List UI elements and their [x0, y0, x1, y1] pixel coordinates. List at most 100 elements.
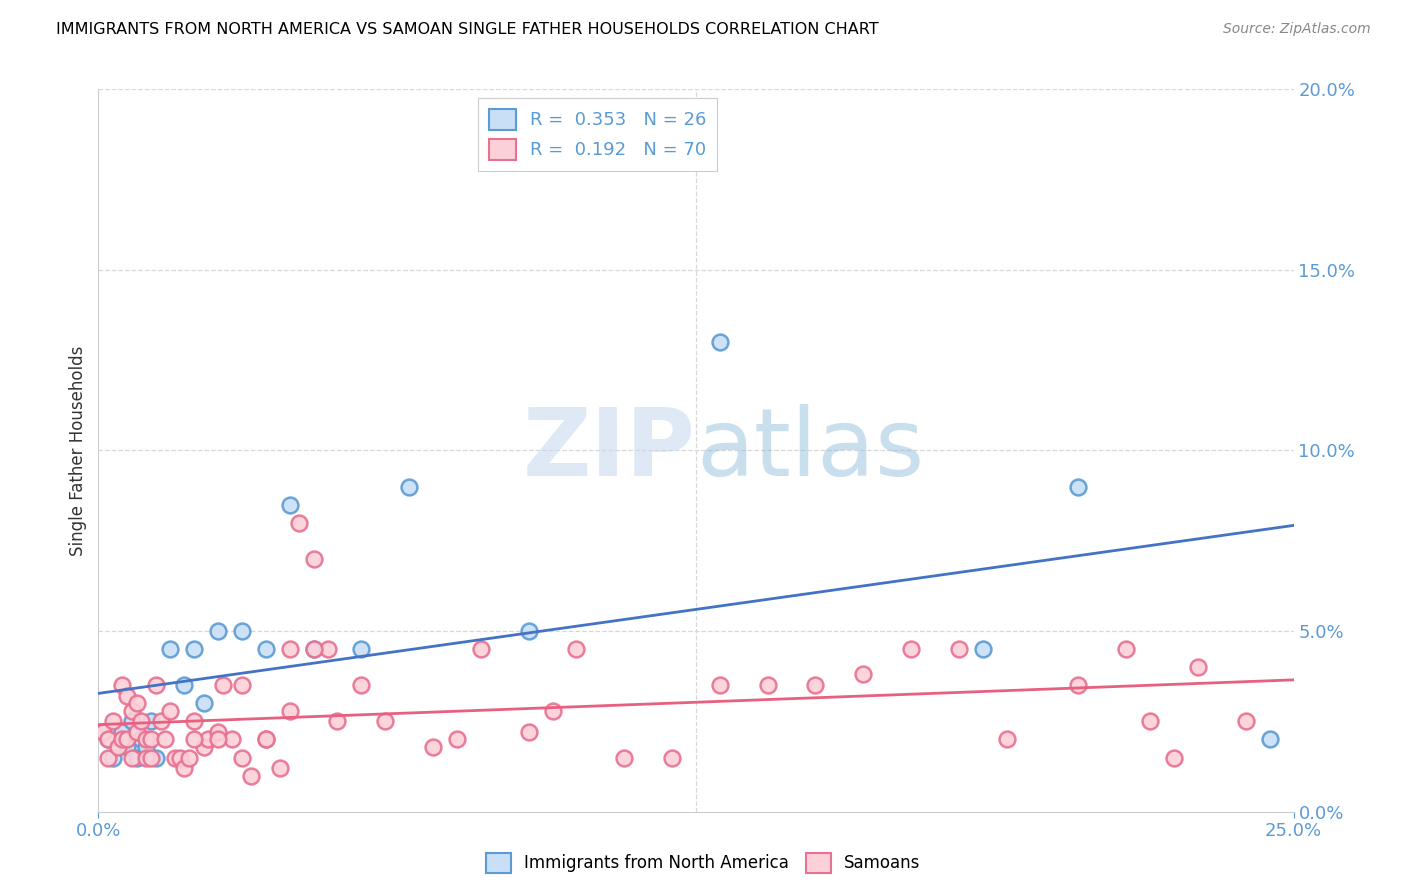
- Point: [1258, 732, 1281, 747]
- Point: [709, 678, 731, 692]
- Point: [231, 624, 253, 639]
- Point: [163, 750, 186, 764]
- Point: [804, 678, 827, 692]
- Point: [159, 642, 181, 657]
- Point: [948, 642, 970, 657]
- Point: [972, 642, 994, 657]
- Point: [517, 624, 540, 639]
- Point: [613, 750, 636, 764]
- Legend: R =  0.353   N = 26, R =  0.192   N = 70: R = 0.353 N = 26, R = 0.192 N = 70: [478, 98, 717, 170]
- Point: [207, 725, 229, 739]
- Point: [125, 696, 148, 710]
- Point: [135, 732, 157, 747]
- Point: [1187, 660, 1209, 674]
- Point: [211, 678, 233, 692]
- Point: [852, 667, 875, 681]
- Point: [1139, 714, 1161, 729]
- Point: [111, 725, 134, 739]
- Point: [661, 750, 683, 764]
- Point: [374, 714, 396, 729]
- Point: [111, 678, 134, 692]
- Point: [221, 732, 243, 747]
- Point: [278, 498, 301, 512]
- Point: [541, 704, 564, 718]
- Point: [125, 750, 148, 764]
- Text: ZIP: ZIP: [523, 404, 696, 497]
- Text: Source: ZipAtlas.com: Source: ZipAtlas.com: [1223, 22, 1371, 37]
- Point: [107, 739, 129, 754]
- Point: [183, 732, 205, 747]
- Point: [131, 714, 153, 729]
- Point: [240, 769, 263, 783]
- Point: [131, 732, 153, 747]
- Point: [159, 704, 181, 718]
- Point: [1067, 678, 1090, 692]
- Point: [97, 750, 120, 764]
- Point: [139, 714, 162, 729]
- Y-axis label: Single Father Households: Single Father Households: [69, 345, 87, 556]
- Point: [179, 750, 201, 764]
- Point: [446, 732, 468, 747]
- Point: [995, 732, 1018, 747]
- Point: [517, 725, 540, 739]
- Legend: Immigrants from North America, Samoans: Immigrants from North America, Samoans: [479, 847, 927, 880]
- Point: [91, 725, 114, 739]
- Point: [470, 642, 492, 657]
- Point: [231, 678, 253, 692]
- Point: [398, 480, 420, 494]
- Point: [135, 750, 157, 764]
- Point: [173, 761, 195, 775]
- Point: [302, 551, 325, 566]
- Point: [193, 739, 215, 754]
- Text: IMMIGRANTS FROM NORTH AMERICA VS SAMOAN SINGLE FATHER HOUSEHOLDS CORRELATION CHA: IMMIGRANTS FROM NORTH AMERICA VS SAMOAN …: [56, 22, 879, 37]
- Point: [173, 678, 195, 692]
- Point: [350, 642, 373, 657]
- Point: [183, 714, 205, 729]
- Point: [756, 678, 779, 692]
- Point: [254, 732, 277, 747]
- Text: atlas: atlas: [696, 404, 924, 497]
- Point: [125, 725, 148, 739]
- Point: [97, 732, 120, 747]
- Point: [326, 714, 349, 729]
- Point: [278, 642, 301, 657]
- Point: [350, 678, 373, 692]
- Point: [193, 696, 215, 710]
- Point: [145, 750, 167, 764]
- Point: [97, 732, 120, 747]
- Point: [1115, 642, 1137, 657]
- Point: [183, 642, 205, 657]
- Point: [254, 642, 277, 657]
- Point: [269, 761, 291, 775]
- Point: [155, 732, 177, 747]
- Point: [1163, 750, 1185, 764]
- Point: [101, 750, 124, 764]
- Point: [565, 642, 588, 657]
- Point: [139, 750, 162, 764]
- Point: [207, 624, 229, 639]
- Point: [278, 704, 301, 718]
- Point: [101, 714, 124, 729]
- Point: [121, 714, 143, 729]
- Point: [169, 750, 191, 764]
- Point: [121, 704, 143, 718]
- Point: [121, 750, 143, 764]
- Point: [111, 732, 134, 747]
- Point: [115, 689, 138, 703]
- Point: [422, 739, 444, 754]
- Point: [288, 516, 311, 530]
- Point: [231, 750, 253, 764]
- Point: [207, 732, 229, 747]
- Point: [302, 642, 325, 657]
- Point: [135, 739, 157, 754]
- Point: [302, 642, 325, 657]
- Point: [149, 714, 172, 729]
- Point: [139, 732, 162, 747]
- Point: [1067, 480, 1090, 494]
- Point: [316, 642, 339, 657]
- Point: [145, 678, 167, 692]
- Point: [197, 732, 219, 747]
- Point: [1234, 714, 1257, 729]
- Point: [900, 642, 922, 657]
- Point: [709, 334, 731, 349]
